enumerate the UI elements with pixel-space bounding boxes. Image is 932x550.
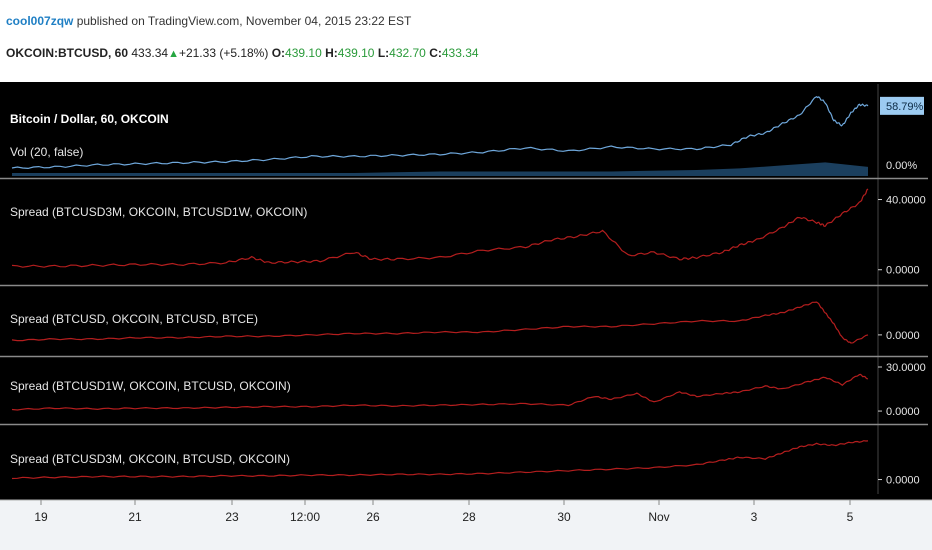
spread-line	[11, 301, 869, 344]
y-tick-label: 40.0000	[886, 195, 926, 207]
price-change: +21.33 (+5.18%)	[178, 46, 269, 60]
x-tick-label: 3	[751, 510, 758, 524]
low-label: L:	[377, 46, 390, 60]
y-tick-label: 0.00%	[886, 160, 917, 172]
y-tick-label: 0.0000	[886, 475, 920, 487]
chart-background	[0, 82, 932, 500]
y-tick-label: 0.0000	[886, 265, 920, 277]
y-tick-label: 0.0000	[886, 406, 920, 418]
spread-line	[11, 188, 869, 268]
author-link[interactable]: cool007zqw	[6, 14, 74, 28]
pane-title: Spread (BTCUSD3M, OKCOIN, BTCUSD1W, OKCO…	[10, 205, 307, 219]
open-value: 439.10	[285, 46, 322, 60]
publish-header: cool007zqw published on TradingView.com,…	[0, 0, 932, 82]
pane-title: Spread (BTCUSD1W, OKCOIN, BTCUSD, OKCOIN…	[10, 379, 291, 393]
up-arrow-icon: ▲	[168, 48, 179, 60]
volume-area	[12, 162, 868, 176]
time-axis	[0, 500, 932, 550]
y-tick-label: 30.0000	[886, 362, 926, 374]
symbol-label: OKCOIN:BTCUSD, 60	[6, 46, 129, 60]
x-tick-label: 5	[847, 510, 854, 524]
quote-line: OKCOIN:BTCUSD, 60 433.34▲+21.33 (+5.18%)…	[6, 46, 479, 60]
x-tick-label: 19	[34, 510, 48, 524]
price-line	[11, 95, 869, 170]
low-value: 432.70	[389, 46, 426, 60]
close-value: 433.34	[441, 46, 479, 60]
pane-title: Spread (BTCUSD, OKCOIN, BTCUSD, BTCE)	[10, 312, 258, 326]
x-tick-label: 26	[366, 510, 380, 524]
indicator-label: Vol (20, false)	[10, 145, 83, 159]
publish-info: published on TradingView.com, November 0…	[73, 14, 412, 28]
x-tick-label: 30	[557, 510, 571, 524]
close-label: C:	[429, 46, 442, 60]
x-tick-label: Nov	[648, 510, 669, 524]
high-label: H:	[325, 46, 338, 60]
publish-line: cool007zqw published on TradingView.com,…	[6, 14, 411, 28]
pane-title: Spread (BTCUSD3M, OKCOIN, BTCUSD, OKCOIN…	[10, 452, 290, 466]
chart-area[interactable]: Bitcoin / Dollar, 60, OKCOIN Vol (20, fal…	[0, 82, 932, 550]
pane-title: Bitcoin / Dollar, 60, OKCOIN	[10, 112, 169, 126]
price-badge-label: 58.79%	[886, 101, 924, 113]
last-price: 433.34	[131, 46, 169, 60]
price-badge	[880, 96, 924, 115]
spread-line	[11, 440, 869, 480]
x-tick-label: 28	[462, 510, 476, 524]
x-tick-label: 12:00	[290, 510, 320, 524]
high-value: 439.10	[337, 46, 375, 60]
x-tick-label: 21	[128, 510, 142, 524]
y-tick-label: 0.0000	[886, 330, 920, 342]
x-tick-label: 23	[225, 510, 239, 524]
open-label: O:	[271, 46, 286, 60]
spread-line	[11, 373, 869, 411]
